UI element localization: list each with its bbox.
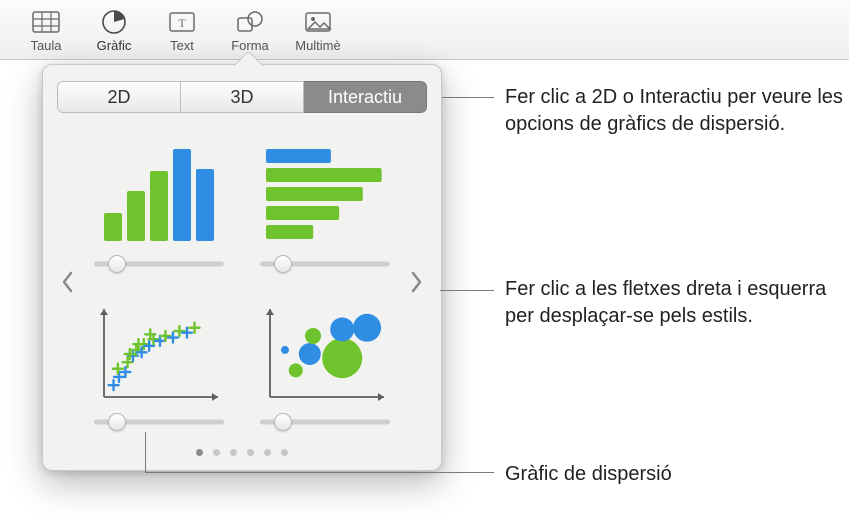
page-dot[interactable] [213,449,220,456]
callout-arrows: Fer clic a les fletxes dreta i esquerra … [505,276,845,330]
callout-lead [440,290,494,291]
page-dots[interactable] [57,449,427,456]
table-label: Taula [30,38,61,53]
media-label: Multimè [295,38,341,53]
chart-icon [98,8,130,36]
scatter-chart-icon [94,293,224,403]
bubble-chart-icon [260,293,390,403]
chart-option-bubble[interactable] [253,293,397,429]
media-icon [302,8,334,36]
chart-option-column[interactable] [87,135,231,271]
svg-text:T: T [178,16,186,30]
page-dot[interactable] [264,449,271,456]
tab-interactive[interactable]: Interactiu [304,81,427,113]
column-chart-slider[interactable] [94,257,224,271]
column-chart-icon [94,135,224,245]
text-tool[interactable]: T Text [148,8,216,59]
callout-lead [442,97,494,98]
chart-option-hbar[interactable] [253,135,397,271]
table-icon [30,8,62,36]
chart-popover: 2D 3D Interactiu [42,64,442,471]
hbar-chart-slider[interactable] [260,257,390,271]
page-dot[interactable] [281,449,288,456]
chart-style-carousel [57,135,427,429]
chart-type-segmented: 2D 3D Interactiu [57,81,427,113]
chart-tool[interactable]: Gràfic [80,8,148,59]
text-icon: T [166,8,198,36]
callout-scatter: Gràfic de dispersió [505,461,672,488]
callout-lead [145,472,494,473]
media-tool[interactable]: Multimè [284,8,352,59]
page-dot[interactable] [230,449,237,456]
next-style-button[interactable] [405,262,429,302]
hbar-chart-icon [260,135,390,245]
table-tool[interactable]: Taula [12,8,80,59]
shape-icon [234,8,266,36]
page-dot[interactable] [247,449,254,456]
bubble-chart-slider[interactable] [260,415,390,429]
shape-label: Forma [231,38,269,53]
toolbar: Taula Gràfic T Text Forma Multimè [0,0,849,60]
callout-segmented: Fer clic a 2D o Interactiu per veure les… [505,84,845,138]
page-dot[interactable] [196,449,203,456]
chart-label: Gràfic [97,38,132,53]
tab-3d[interactable]: 3D [181,81,304,113]
chart-option-scatter[interactable] [87,293,231,429]
scatter-chart-slider[interactable] [94,415,224,429]
callout-lead [145,432,146,472]
tab-2d[interactable]: 2D [57,81,181,113]
prev-style-button[interactable] [55,262,79,302]
text-label: Text [170,38,194,53]
